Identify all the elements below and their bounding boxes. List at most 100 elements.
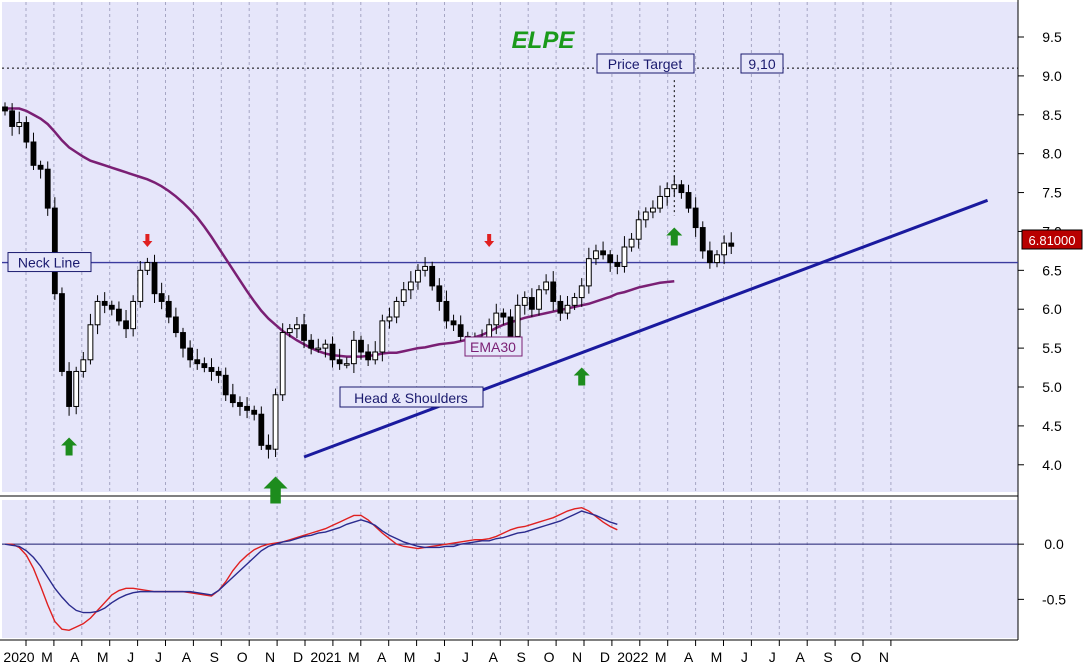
time-label: N <box>572 649 582 665</box>
candle-body <box>343 363 350 366</box>
candle-body <box>635 219 642 240</box>
up-arrow-icon <box>263 476 288 504</box>
ema-label-text: EMA30 <box>470 339 516 355</box>
time-label: 2020 <box>3 649 34 665</box>
candle-body <box>108 304 115 310</box>
time-label: A <box>377 649 387 665</box>
candle-body <box>80 359 87 372</box>
candle-body <box>294 324 300 330</box>
candle-body <box>607 254 614 264</box>
candle-body <box>514 304 521 337</box>
macd-panel <box>2 500 1018 638</box>
candle-body <box>16 122 23 127</box>
candle-body <box>493 312 500 326</box>
time-label: A <box>684 649 694 665</box>
candle-body <box>699 227 706 252</box>
candle-body <box>678 184 685 194</box>
time-label: S <box>517 649 526 665</box>
candle-body <box>158 293 165 302</box>
time-label: O <box>544 649 555 665</box>
candle-body <box>365 351 372 361</box>
candle-body <box>87 324 94 361</box>
price-target-value-text: 9,10 <box>748 56 775 72</box>
time-label: S <box>823 649 832 665</box>
candle-body <box>222 374 229 396</box>
neckline-label-text: Neck Line <box>18 255 80 271</box>
candle-body <box>657 195 663 209</box>
candle-body <box>578 285 585 299</box>
down-arrow-icon <box>484 234 495 247</box>
candle-body <box>714 254 720 264</box>
candle-body <box>358 339 364 353</box>
up-arrow-icon <box>573 367 590 386</box>
candle-body <box>628 238 635 248</box>
time-label: A <box>70 649 80 665</box>
candle-body <box>23 122 30 143</box>
candle-body <box>400 289 407 302</box>
candle-body <box>51 207 58 295</box>
candle-body <box>144 262 151 271</box>
candle-body <box>229 394 236 404</box>
time-label: 2021 <box>310 649 341 665</box>
candle-body <box>650 207 656 213</box>
time-label: M <box>711 649 723 665</box>
candle-body <box>59 293 65 372</box>
time-label: D <box>293 649 303 665</box>
price-tick-label: 8.0 <box>1042 146 1062 162</box>
ema-label: EMA30 <box>464 336 523 357</box>
time-label: J <box>434 649 441 665</box>
candle-body <box>422 265 428 271</box>
price-panel <box>2 2 1018 492</box>
candle-body <box>600 250 606 256</box>
candle-body <box>165 300 172 318</box>
candle-body <box>721 242 728 256</box>
candle-body <box>194 359 201 365</box>
price-target-value: 9,10 <box>740 53 784 74</box>
time-label: O <box>851 649 862 665</box>
time-label: J <box>769 649 776 665</box>
candle-body <box>443 300 450 322</box>
macd-line <box>4 510 618 614</box>
candle-body <box>642 211 649 221</box>
candle-body <box>73 370 80 407</box>
candle-body <box>137 269 144 302</box>
candle-body <box>671 184 678 190</box>
price-tick-label: 6.5 <box>1042 262 1062 278</box>
time-label: J <box>127 649 134 665</box>
candle-body <box>685 192 692 209</box>
time-label: M <box>41 649 53 665</box>
candle-body <box>272 394 279 450</box>
time-label: J <box>155 649 162 665</box>
candle-body <box>407 281 414 291</box>
time-label: M <box>348 649 360 665</box>
candle-body <box>692 207 699 229</box>
candle-body <box>557 300 564 314</box>
candle-body <box>151 262 158 295</box>
candle-body <box>322 343 329 349</box>
time-label: S <box>210 649 219 665</box>
candle-body <box>507 316 514 337</box>
last-price-text: 6.81000 <box>1029 233 1076 248</box>
candle-body <box>386 316 393 322</box>
time-label: J <box>462 649 469 665</box>
price-tick-label: 9.5 <box>1042 29 1062 45</box>
candle-body <box>37 164 44 170</box>
signal-line <box>5 507 618 631</box>
candle-body <box>237 402 243 407</box>
signal-arrows <box>61 227 683 504</box>
candle-body <box>500 312 507 318</box>
time-label: M <box>97 649 109 665</box>
candle-body <box>585 258 592 287</box>
candle-body <box>265 444 272 450</box>
candle-body <box>350 339 357 365</box>
time-label: A <box>796 649 806 665</box>
candle-body <box>2 106 8 112</box>
price-tick-label: 5.5 <box>1042 340 1062 356</box>
candle-body <box>564 304 571 314</box>
candle-body <box>450 320 457 326</box>
candle-body <box>521 297 528 306</box>
candle-body <box>94 300 101 326</box>
candle-body <box>415 269 421 283</box>
candle-body <box>393 300 400 318</box>
